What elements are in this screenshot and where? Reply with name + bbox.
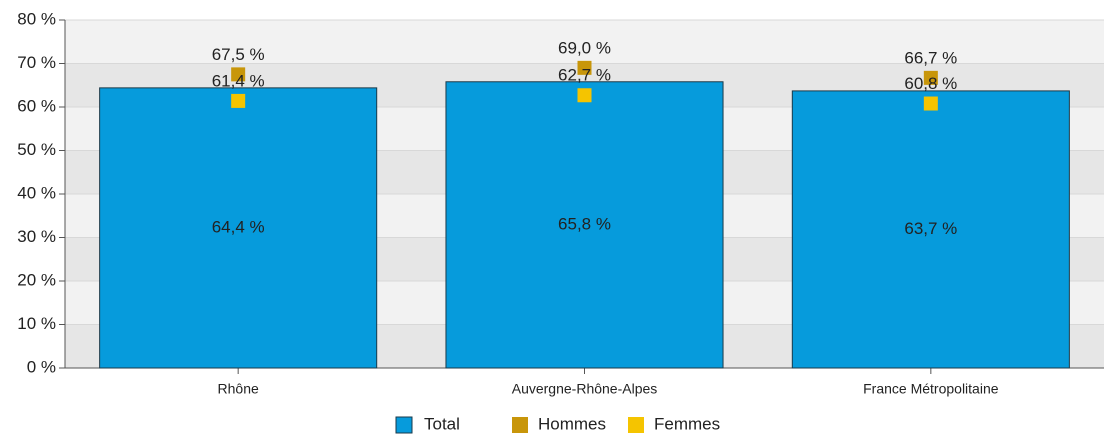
y-tick-label: 30 %	[17, 227, 56, 246]
data-label: 62,7 %	[558, 66, 611, 85]
marker	[231, 93, 246, 108]
data-label: 67,5 %	[212, 45, 265, 64]
y-tick-label: 60 %	[17, 96, 56, 115]
y-tick-label: 80 %	[17, 9, 56, 28]
legend-swatch	[512, 417, 528, 433]
y-tick-label: 40 %	[17, 183, 56, 202]
plot-band	[65, 20, 1104, 64]
legend-swatch	[628, 417, 644, 433]
marker	[231, 67, 246, 82]
marker	[923, 96, 938, 111]
data-label: 60,8 %	[904, 74, 957, 93]
data-label: 66,7 %	[904, 48, 957, 67]
marker	[577, 88, 592, 103]
bar	[99, 87, 378, 369]
marker	[923, 70, 938, 85]
y-tick-label: 20 %	[17, 270, 56, 289]
y-tick-label: 70 %	[17, 53, 56, 72]
x-tick-label: Rhône	[218, 381, 259, 397]
bar	[791, 90, 1070, 369]
marker	[577, 60, 592, 75]
data-label: 61,4 %	[212, 71, 265, 90]
legend-label: Femmes	[654, 414, 720, 433]
data-label: 64,4 %	[212, 217, 265, 236]
data-label: 63,7 %	[904, 219, 957, 238]
x-tick-label: Auvergne-Rhône-Alpes	[512, 381, 658, 397]
legend-swatch	[395, 416, 413, 434]
legend-label: Hommes	[538, 414, 606, 433]
data-label: 69,0 %	[558, 38, 611, 57]
bar	[445, 81, 724, 369]
y-tick-label: 0 %	[27, 357, 56, 376]
legend-label: Total	[424, 414, 460, 433]
y-tick-label: 10 %	[17, 314, 56, 333]
x-tick-label: France Métropolitaine	[863, 381, 999, 397]
data-label: 65,8 %	[558, 214, 611, 233]
y-tick-label: 50 %	[17, 140, 56, 159]
